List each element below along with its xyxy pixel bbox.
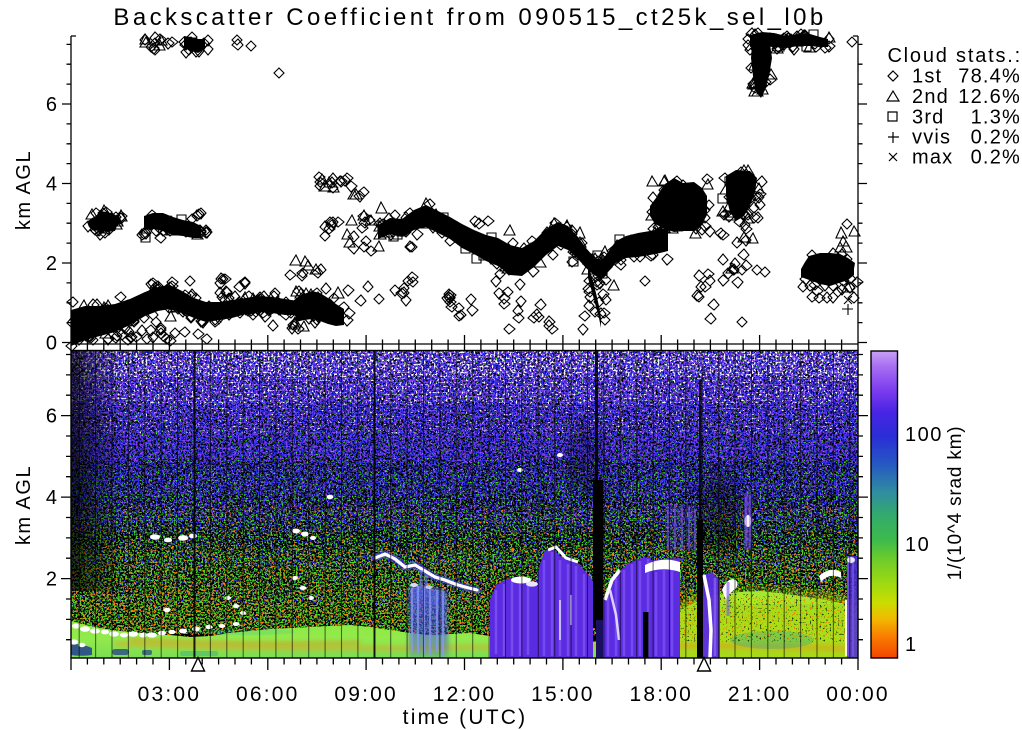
svg-text:1st: 1st [912, 66, 942, 88]
svg-text:1/(10^4 srad km): 1/(10^4 srad km) [945, 426, 966, 581]
svg-text:0.2%: 0.2% [971, 147, 1021, 169]
svg-text:2: 2 [46, 253, 57, 275]
svg-text:21:00: 21:00 [728, 683, 792, 706]
svg-text:0: 0 [46, 333, 57, 355]
svg-text:12:00: 12:00 [433, 683, 497, 706]
svg-text:1: 1 [905, 634, 918, 656]
svg-text:6: 6 [46, 406, 57, 428]
svg-text:time (UTC): time (UTC) [403, 706, 528, 729]
svg-text:Backscatter Coefficient from 0: Backscatter Coefficient from 090515_ct25… [113, 4, 826, 31]
svg-text:6: 6 [46, 94, 57, 116]
svg-text:78.4%: 78.4% [958, 66, 1021, 88]
svg-text:12.6%: 12.6% [958, 86, 1021, 108]
svg-text:06:00: 06:00 [236, 683, 300, 706]
svg-text:09:00: 09:00 [334, 683, 398, 706]
svg-text:km AGL: km AGL [13, 150, 35, 230]
svg-text:18:00: 18:00 [629, 683, 693, 706]
svg-text:3rd: 3rd [912, 107, 945, 129]
svg-text:1.3%: 1.3% [971, 107, 1021, 129]
svg-text:4: 4 [46, 487, 57, 509]
svg-text:max: max [912, 147, 953, 169]
svg-text:03:00: 03:00 [138, 683, 202, 706]
svg-text:00:00: 00:00 [826, 683, 890, 706]
svg-text:0.2%: 0.2% [971, 127, 1021, 149]
svg-text:4: 4 [46, 174, 57, 196]
svg-text:vvis: vvis [912, 127, 951, 149]
svg-text:15:00: 15:00 [531, 683, 595, 706]
svg-text:2nd: 2nd [912, 86, 949, 108]
svg-text:10: 10 [905, 534, 930, 556]
svg-text:Cloud stats.:: Cloud stats.: [887, 45, 1022, 67]
svg-text:100: 100 [905, 424, 943, 446]
svg-text:km AGL: km AGL [13, 465, 35, 545]
svg-text:2: 2 [46, 569, 57, 591]
